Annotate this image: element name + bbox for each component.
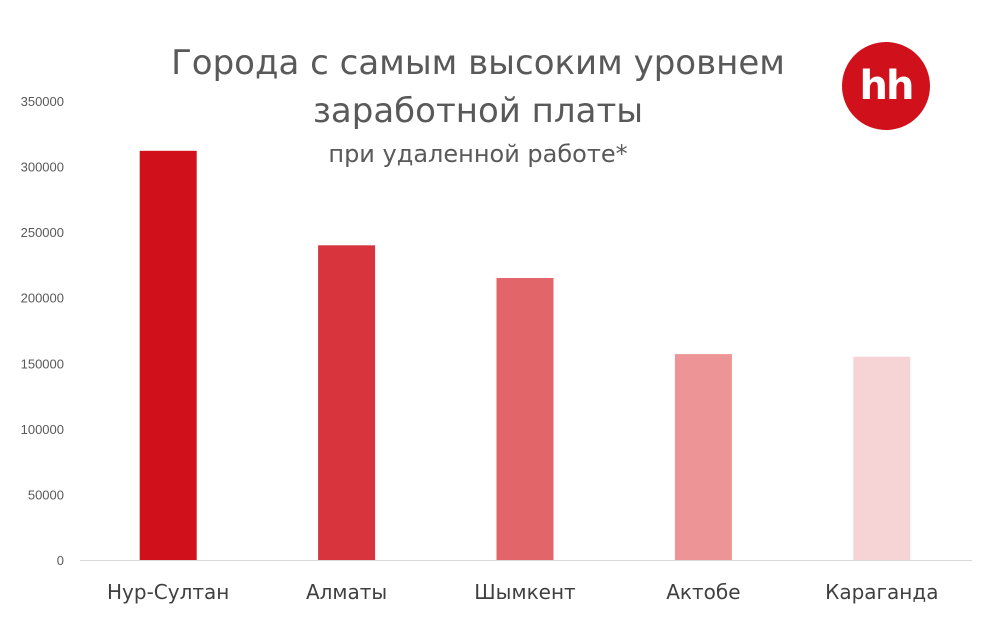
- bar: [318, 245, 376, 561]
- logo-text: hh: [859, 63, 915, 109]
- y-tick-label: 150000: [21, 356, 64, 371]
- bar: [853, 356, 911, 560]
- y-tick-label: 250000: [21, 225, 64, 240]
- bar: [139, 150, 197, 561]
- chart-subtitle: при удаленной работе*: [328, 140, 628, 168]
- bars: [139, 150, 911, 561]
- category-label: Нур-Султан: [107, 580, 229, 604]
- category-label: Караганда: [825, 580, 938, 604]
- bar: [496, 278, 554, 560]
- category-label: Алматы: [306, 580, 387, 604]
- category-labels: Нур-Султан Алматы Шымкент Актобе Караганда: [107, 580, 938, 604]
- y-tick-label: 350000: [21, 94, 64, 109]
- hh-logo: hh: [842, 42, 930, 130]
- y-tick-label: 0: [57, 553, 64, 568]
- y-tick-label: 100000: [21, 422, 64, 437]
- chart-title-line-1: Города с самым высоким уровнем: [171, 43, 785, 83]
- chart-title-line-2: заработной платы: [312, 91, 644, 131]
- y-tick-label: 200000: [21, 291, 64, 306]
- category-label: Актобе: [666, 580, 740, 604]
- y-tick-label: 300000: [21, 160, 64, 175]
- y-tick-label: 50000: [28, 487, 64, 502]
- category-label: Шымкент: [474, 580, 576, 604]
- bar: [674, 354, 732, 560]
- y-axis-ticks: 0 50000 100000 150000 200000 250000 300000 3500…: [21, 94, 64, 568]
